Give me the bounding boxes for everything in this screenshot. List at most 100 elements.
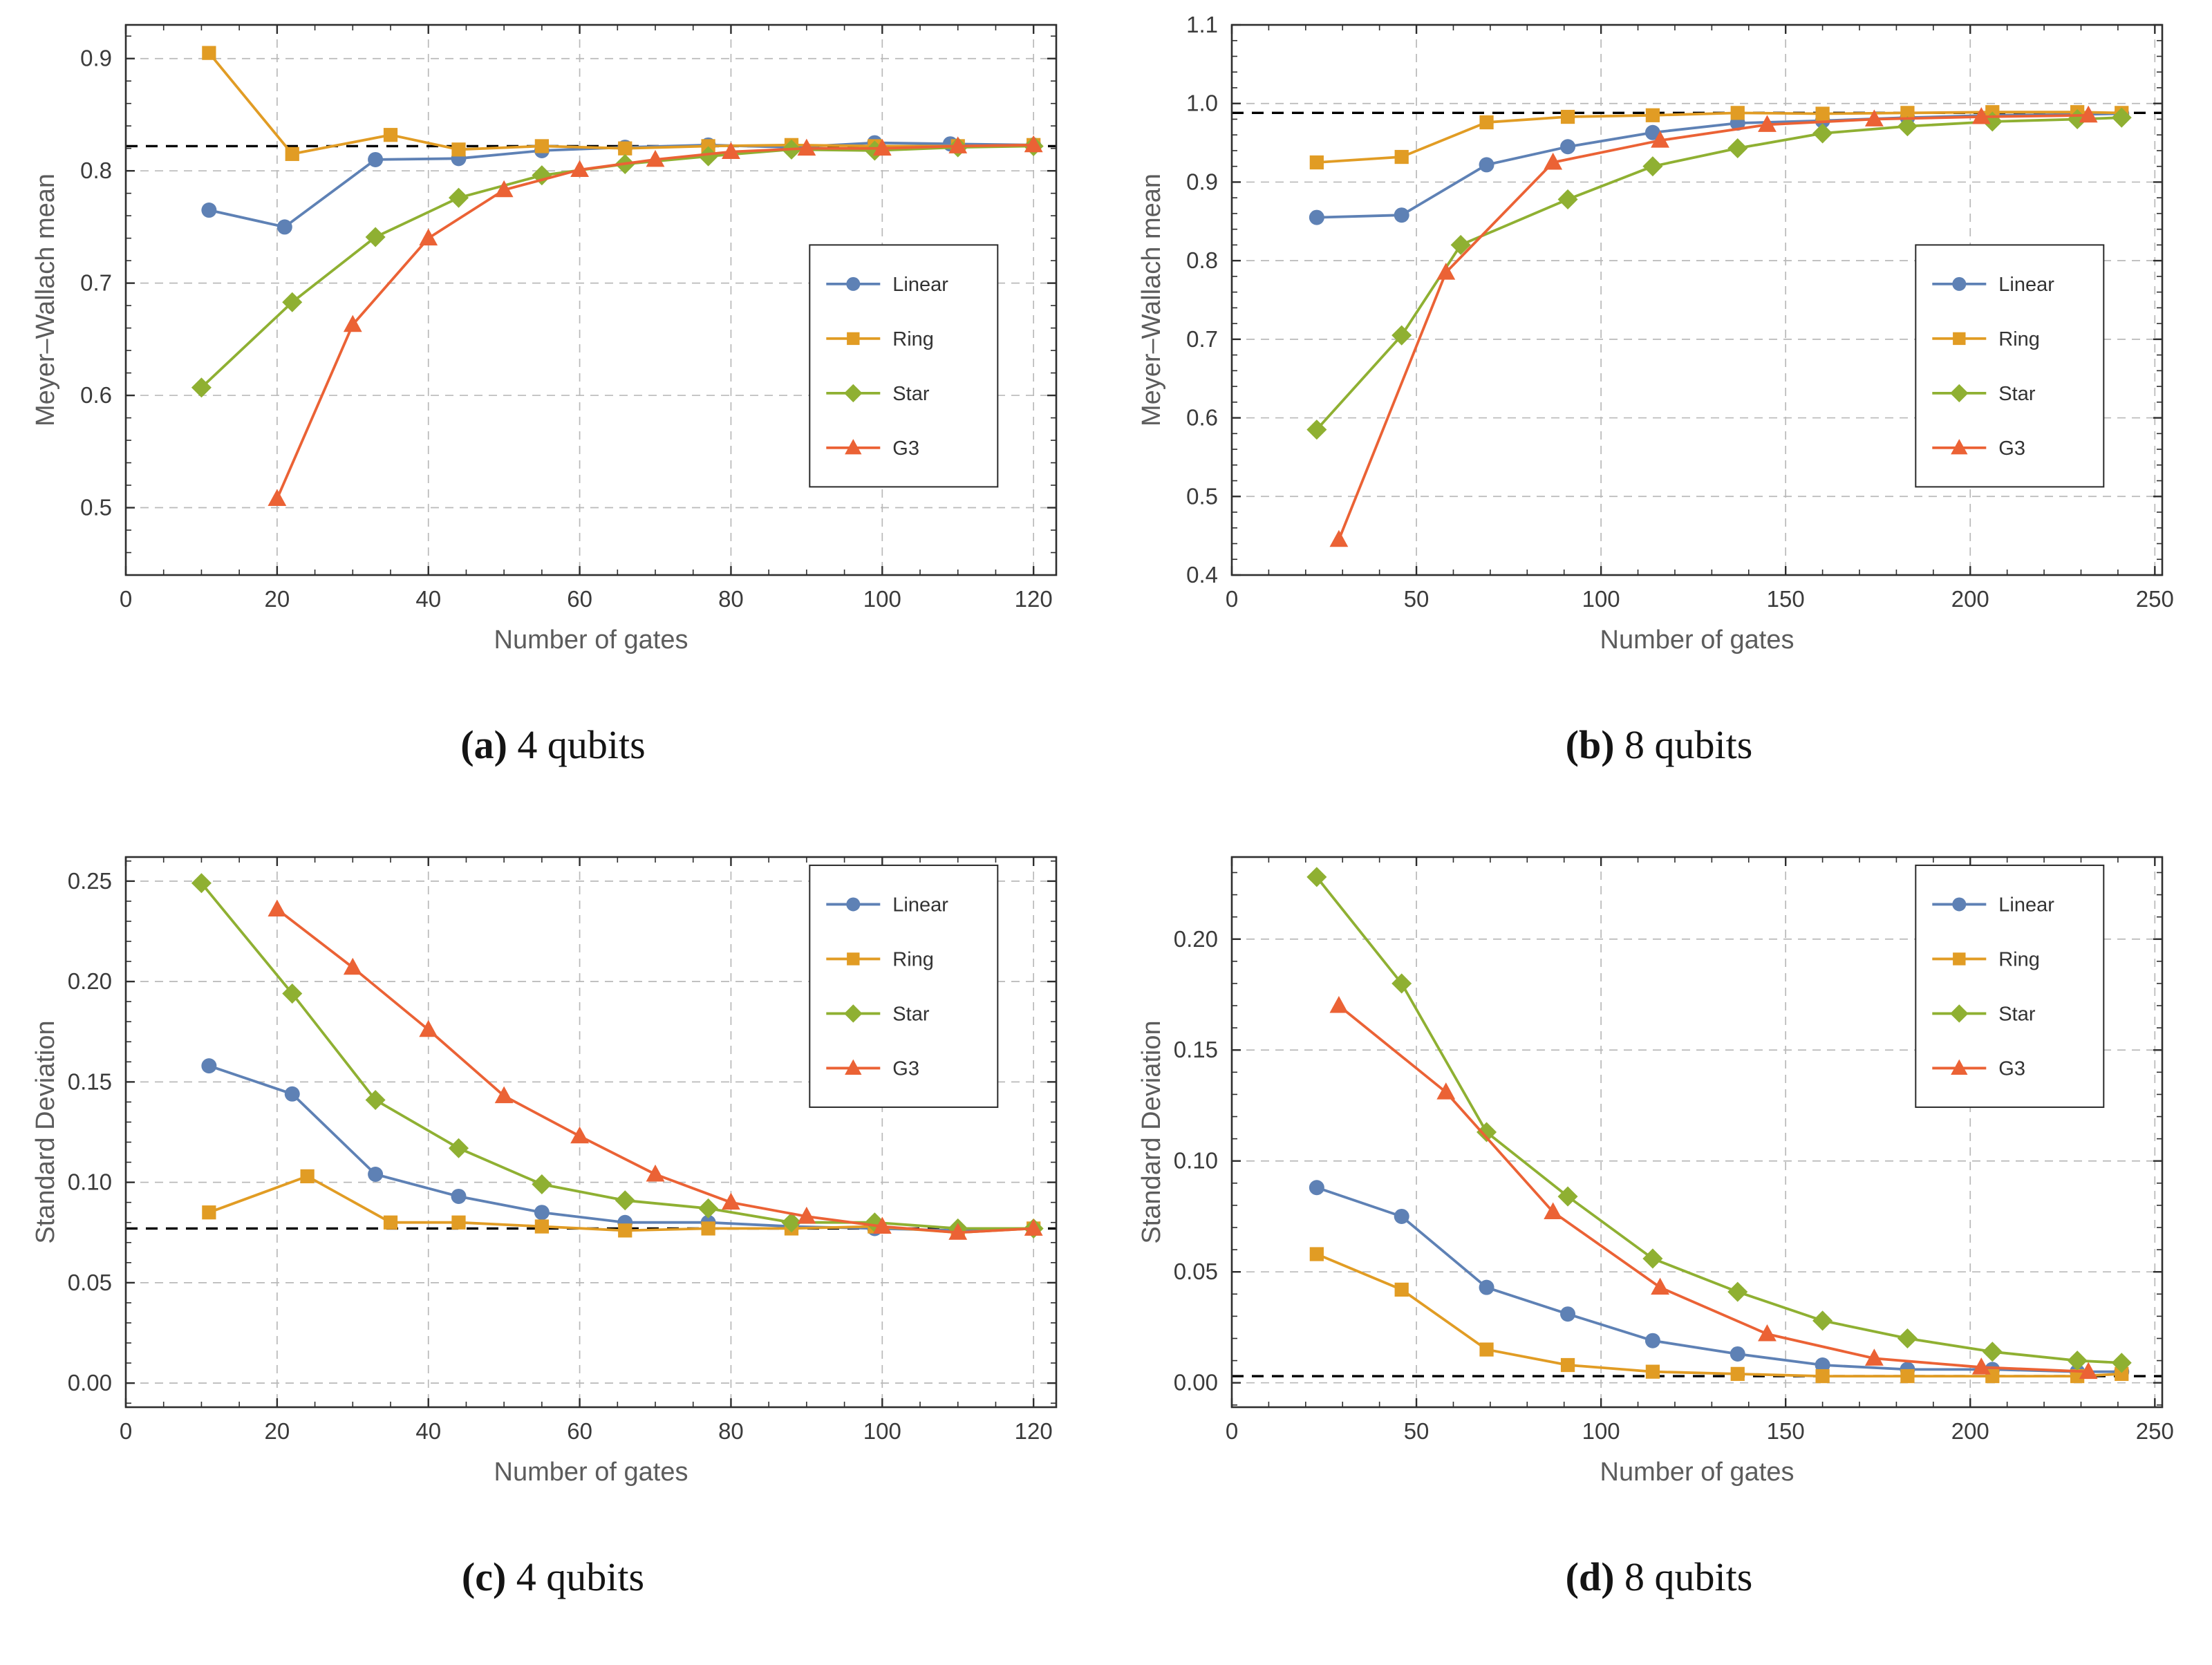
marker-square — [1560, 1357, 1575, 1373]
x-tick-label: 0 — [120, 586, 132, 612]
marker-diamond — [532, 165, 552, 186]
marker-diamond — [448, 1138, 469, 1158]
line-chart-standard-deviation-4qubits: 0 20 40 60 80 100 120 0.00 0.05 0.10 0.15 0.20 0.25 N… — [31, 856, 1058, 1487]
marker-circle — [1952, 897, 1967, 912]
marker-diamond — [1897, 1328, 1918, 1349]
legend-label-linear: Linear — [892, 274, 948, 296]
series-line-linear — [1316, 112, 2122, 219]
series-line-linear — [208, 141, 1034, 229]
marker-triangle — [343, 314, 362, 332]
caption-b: (b) 8 qubits — [1566, 722, 1753, 768]
legend-label-star: Star — [1998, 383, 2036, 405]
x-tick-label: 80 — [718, 586, 744, 612]
legend-label-linear: Linear — [892, 894, 948, 916]
marker-square — [285, 147, 299, 161]
series-line-linear — [1316, 1186, 2122, 1373]
legend-label-ring: Ring — [892, 948, 934, 970]
marker-diamond — [191, 377, 212, 398]
y-tick-label: 0.9 — [80, 46, 112, 71]
marker-circle — [201, 1058, 217, 1074]
marker-triangle — [1329, 995, 1349, 1013]
y-axis-label: Standard Deviation — [31, 1020, 60, 1243]
marker-diamond — [1727, 138, 1748, 159]
marker-circle — [1815, 1357, 1830, 1373]
y-tick-label: 0.6 — [1186, 405, 1218, 431]
marker-square — [1900, 1368, 1915, 1384]
panel-a: 0 20 40 60 80 100 120 0.5 0.6 0.7 0.8 0.9 Number of … — [0, 0, 1106, 832]
marker-diamond — [448, 187, 469, 208]
marker-diamond — [1727, 1281, 1748, 1302]
y-tick-label: 0.20 — [68, 968, 112, 994]
marker-diamond — [1982, 1342, 2003, 1362]
marker-triangle — [872, 138, 892, 156]
marker-triangle — [1436, 1082, 1456, 1100]
marker-circle — [1560, 1306, 1576, 1322]
marker-triangle — [1651, 131, 1670, 148]
x-tick-label: 20 — [265, 586, 290, 612]
marker-diamond — [2111, 107, 2132, 128]
marker-diamond — [1557, 189, 1578, 209]
series-line-ring — [1316, 111, 2122, 164]
x-tick-label: 40 — [415, 586, 441, 612]
x-tick-label: 150 — [1767, 1418, 1805, 1444]
marker-triangle — [1544, 1202, 1563, 1219]
marker-diamond — [532, 1174, 552, 1195]
marker-triangle — [872, 1216, 892, 1234]
x-tick-label: 250 — [2136, 1418, 2174, 1444]
marker-triangle — [2079, 1362, 2098, 1380]
marker-diamond — [1477, 1122, 1497, 1142]
marker-square — [1815, 106, 1830, 121]
series-line-ring — [207, 52, 1034, 156]
legend-label-linear: Linear — [1998, 274, 2054, 296]
marker-triangle — [1024, 135, 1043, 153]
y-tick-label: 0.4 — [1186, 562, 1218, 587]
x-tick-label: 0 — [1226, 586, 1238, 612]
marker-square — [300, 1169, 315, 1184]
marker-diamond — [1557, 1186, 1578, 1207]
y-tick-label: 0.9 — [1186, 169, 1218, 194]
marker-diamond — [864, 1212, 885, 1233]
marker-diamond — [615, 1190, 635, 1211]
x-tick-label: 50 — [1404, 586, 1430, 612]
legend-label-g3: G3 — [892, 1057, 919, 1080]
marker-triangle — [1758, 115, 1777, 132]
marker-square — [1560, 109, 1575, 124]
marker-triangle — [797, 1206, 816, 1224]
series-line-g3 — [1338, 113, 2089, 540]
caption-b-text: 8 qubits — [1614, 722, 1753, 767]
plot-frame — [124, 23, 1058, 576]
series-line-g3 — [1338, 1004, 2089, 1373]
marker-square — [202, 1205, 216, 1220]
x-axis-label: Number of gates — [1600, 1458, 1794, 1487]
legend-label-ring: Ring — [1998, 948, 2040, 970]
legend: Linear Ring Star G3 — [1915, 864, 2105, 1108]
y-tick-label: 0.15 — [1174, 1037, 1218, 1062]
marker-diamond — [1391, 973, 1412, 994]
x-tick-label: 100 — [1582, 586, 1620, 612]
marker-square — [1730, 1366, 1745, 1381]
marker-square — [618, 1223, 632, 1238]
marker-triangle — [1651, 1277, 1670, 1295]
marker-diamond — [1450, 234, 1471, 255]
x-tick-label: 60 — [567, 586, 592, 612]
marker-triangle — [343, 957, 362, 975]
y-tick-label: 0.25 — [68, 868, 112, 894]
line-chart-standard-deviation-8qubits: 0 50 100 150 200 250 0.00 0.05 0.10 0.15 0.20 Numbe… — [1137, 856, 2174, 1487]
marker-triangle — [570, 1126, 590, 1144]
marker-diamond — [1306, 420, 1327, 440]
marker-square — [701, 139, 715, 153]
y-tick-label: 0.05 — [1174, 1259, 1218, 1284]
x-axis-label: Number of gates — [494, 1458, 688, 1487]
marker-diamond — [1642, 156, 1663, 177]
marker-diamond — [1642, 1248, 1663, 1269]
caption-a-label: (a) — [460, 722, 507, 767]
x-tick-label: 250 — [2136, 586, 2174, 612]
marker-triangle — [419, 1019, 438, 1037]
marker-triangle — [722, 1192, 740, 1210]
x-tick-label: 200 — [1951, 1418, 1989, 1444]
marker-circle — [1309, 209, 1324, 225]
plot-frame — [1230, 856, 2164, 1409]
y-axis-label: Meyer–Wallach mean — [1137, 173, 1166, 426]
marker-square — [847, 332, 860, 346]
x-tick-label: 50 — [1404, 1418, 1430, 1444]
